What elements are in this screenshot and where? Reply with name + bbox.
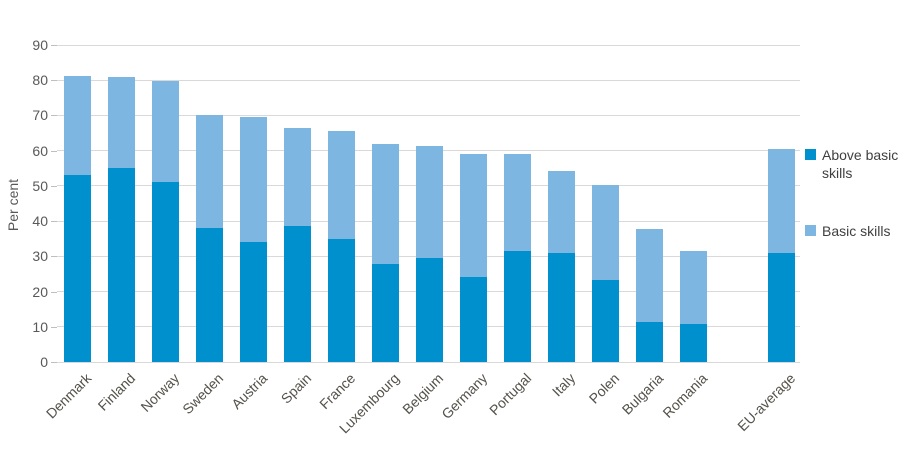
segment-above-basic-skills-italy bbox=[547, 252, 575, 362]
x-axis-label-denmark: Denmark bbox=[42, 370, 95, 422]
segment-above-basic-skills-belgium bbox=[415, 258, 443, 362]
x-axis-label-eu-average: EU-average bbox=[734, 370, 799, 435]
bar-austria bbox=[239, 116, 267, 362]
segment-above-basic-skills-bulgaria bbox=[635, 321, 663, 362]
y-tick-label-80: 80 bbox=[32, 72, 48, 89]
legend-swatch-basic-icon bbox=[805, 225, 816, 236]
segment-basic-skills-romania bbox=[679, 251, 707, 325]
segment-basic-skills-finland bbox=[107, 76, 135, 169]
segment-basic-skills-france bbox=[327, 130, 355, 240]
gridline-90 bbox=[57, 44, 800, 46]
y-tick-label-90: 90 bbox=[32, 37, 48, 53]
x-axis-label-italy: Italy bbox=[548, 370, 579, 400]
bar-finland bbox=[107, 76, 135, 362]
segment-above-basic-skills-norway bbox=[151, 181, 179, 362]
legend-swatch-above-basic-icon bbox=[805, 149, 816, 160]
x-axis-label-france: France bbox=[316, 370, 359, 413]
y-tick-label-10: 10 bbox=[32, 318, 48, 335]
segment-above-basic-skills-eu-average bbox=[767, 252, 795, 362]
x-axis-label-austria: Austria bbox=[228, 370, 271, 413]
x-axis-label-spain: Spain bbox=[277, 370, 315, 407]
segment-basic-skills-polen bbox=[591, 184, 619, 281]
segment-basic-skills-germany bbox=[459, 154, 487, 278]
bar-romania bbox=[679, 251, 707, 362]
segment-basic-skills-italy bbox=[547, 171, 575, 253]
segment-above-basic-skills-denmark bbox=[63, 175, 91, 362]
y-tick-label-20: 20 bbox=[32, 283, 48, 300]
segment-basic-skills-sweden bbox=[195, 115, 223, 229]
y-tickmark-70 bbox=[51, 115, 57, 117]
segment-basic-skills-denmark bbox=[63, 75, 91, 176]
segment-above-basic-skills-finland bbox=[107, 168, 135, 362]
y-tick-label-40: 40 bbox=[32, 213, 48, 230]
bar-germany bbox=[459, 154, 487, 362]
x-axis-label-norway: Norway bbox=[137, 370, 183, 415]
legend-label-above-basic: Above basic skills bbox=[822, 147, 899, 181]
y-tick-label-60: 60 bbox=[32, 142, 48, 159]
segment-above-basic-skills-spain bbox=[283, 226, 311, 362]
x-axis-label-polen: Polen bbox=[585, 370, 623, 407]
bar-spain bbox=[283, 128, 311, 362]
bar-polen bbox=[591, 184, 619, 362]
legend-item-above-basic-skills: Above basic skills bbox=[805, 146, 903, 182]
bar-norway bbox=[151, 81, 179, 362]
y-tickmark-60 bbox=[51, 150, 57, 152]
y-tickmark-10 bbox=[51, 326, 57, 328]
plot-area bbox=[57, 44, 800, 363]
y-tick-label-70: 70 bbox=[32, 107, 48, 124]
segment-above-basic-skills-sweden bbox=[195, 228, 223, 362]
y-tickmark-0 bbox=[51, 362, 57, 363]
y-tickmark-90 bbox=[51, 45, 57, 46]
bar-belgium bbox=[415, 146, 443, 362]
y-tickmark-80 bbox=[51, 80, 57, 82]
segment-basic-skills-austria bbox=[239, 116, 267, 242]
segment-above-basic-skills-romania bbox=[679, 324, 707, 362]
segment-above-basic-skills-polen bbox=[591, 280, 619, 362]
bar-bulgaria bbox=[635, 229, 663, 362]
legend: Above basic skills Basic skills bbox=[805, 146, 903, 280]
y-axis-title: Per cent bbox=[5, 178, 21, 232]
y-tick-label-50: 50 bbox=[32, 177, 48, 194]
bar-france bbox=[327, 130, 355, 362]
y-tick-label-30: 30 bbox=[32, 248, 48, 265]
x-axis-label-romania: Romania bbox=[659, 370, 711, 421]
bar-italy bbox=[547, 171, 575, 362]
x-axis-label-bulgaria: Bulgaria bbox=[618, 370, 667, 418]
x-axis-label-portugal: Portugal bbox=[486, 370, 535, 419]
bar-portugal bbox=[503, 154, 531, 362]
y-tickmark-40 bbox=[51, 221, 57, 223]
x-axis-label-sweden: Sweden bbox=[179, 370, 227, 418]
segment-above-basic-skills-austria bbox=[239, 241, 267, 362]
bar-sweden bbox=[195, 115, 223, 362]
y-tickmark-20 bbox=[51, 291, 57, 293]
segment-basic-skills-luxembourg bbox=[371, 143, 399, 265]
segment-above-basic-skills-france bbox=[327, 239, 355, 362]
segment-above-basic-skills-portugal bbox=[503, 250, 531, 362]
legend-label-basic: Basic skills bbox=[822, 223, 891, 239]
x-axis-label-finland: Finland bbox=[94, 370, 139, 414]
x-axis-label-germany: Germany bbox=[438, 370, 491, 423]
y-tickmark-50 bbox=[51, 185, 57, 187]
y-tickmark-30 bbox=[51, 256, 57, 258]
segment-basic-skills-norway bbox=[151, 81, 179, 182]
segment-basic-skills-spain bbox=[283, 128, 311, 227]
segment-above-basic-skills-luxembourg bbox=[371, 264, 399, 362]
gridline-0 bbox=[57, 361, 800, 363]
segment-basic-skills-belgium bbox=[415, 146, 443, 259]
gridline-80 bbox=[57, 79, 800, 81]
legend-item-basic-skills: Basic skills bbox=[805, 222, 903, 240]
bar-eu-average bbox=[767, 149, 795, 362]
y-tick-label-0: 0 bbox=[40, 354, 48, 370]
segment-basic-skills-bulgaria bbox=[635, 229, 663, 322]
segment-above-basic-skills-germany bbox=[459, 277, 487, 362]
segment-basic-skills-portugal bbox=[503, 154, 531, 251]
bar-denmark bbox=[63, 75, 91, 362]
bar-luxembourg bbox=[371, 143, 399, 362]
segment-basic-skills-eu-average bbox=[767, 149, 795, 253]
gridline-70 bbox=[57, 114, 800, 116]
